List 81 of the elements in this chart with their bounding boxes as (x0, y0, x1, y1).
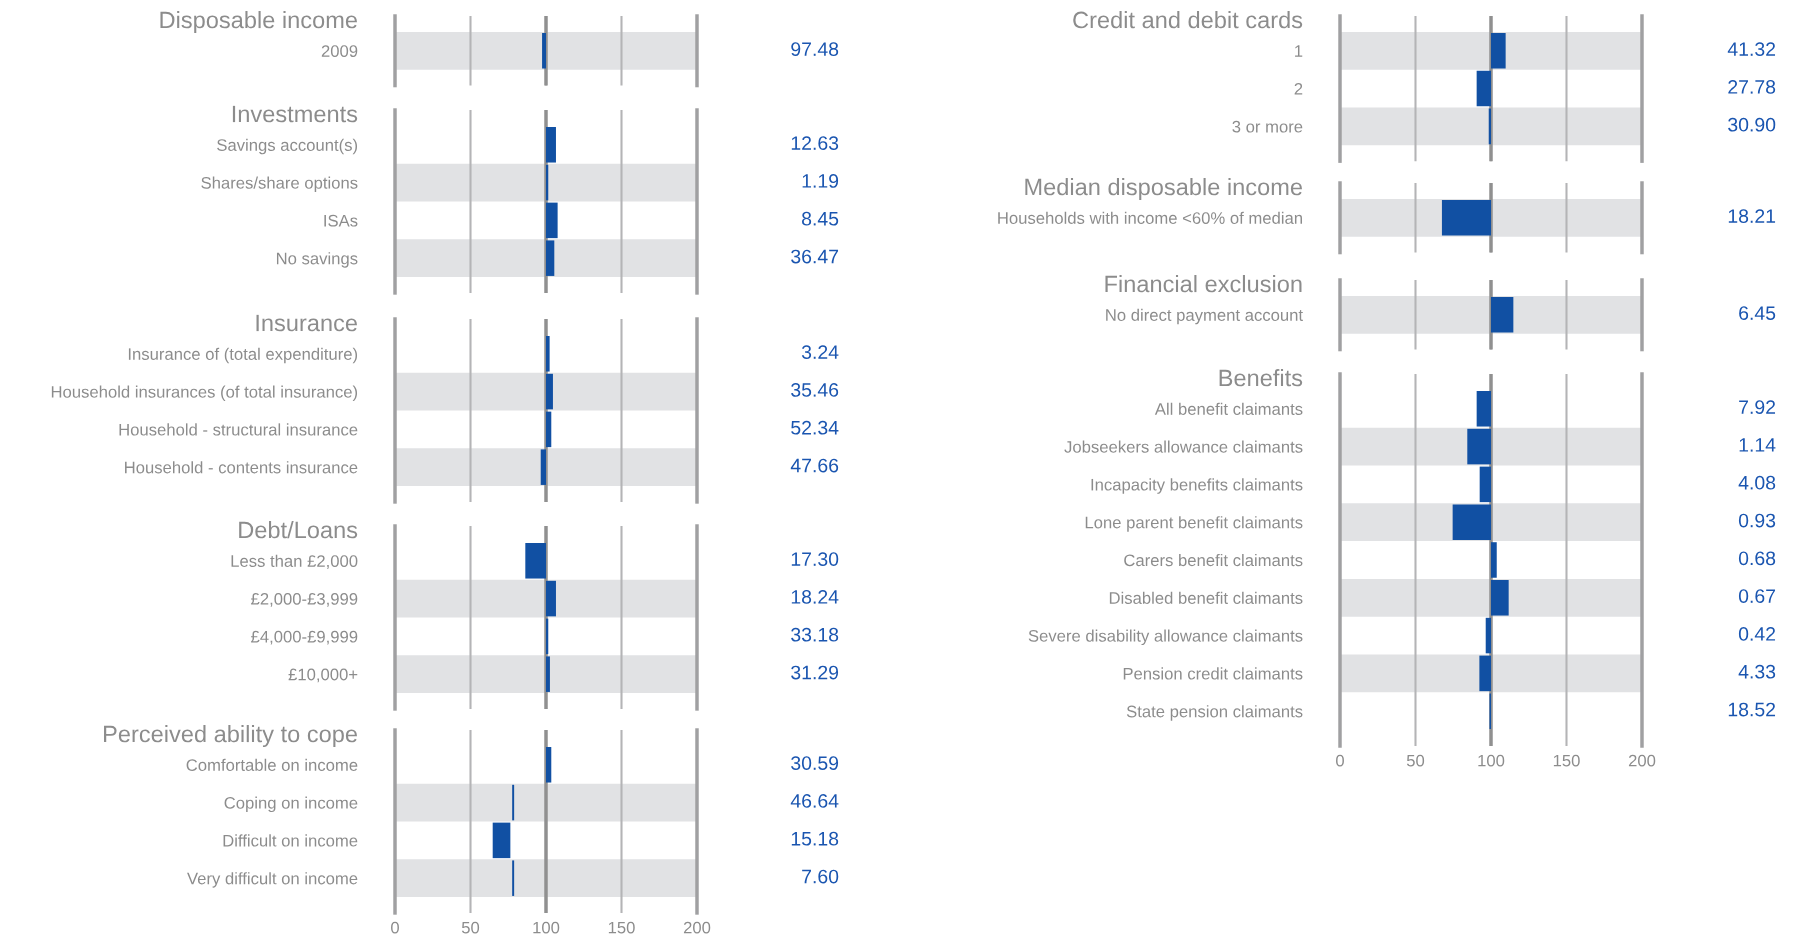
text: 15.18 (791, 831, 839, 846)
chart-title: Benefits (1219, 368, 1303, 387)
y-tick-label: Less than £2,000 (231, 554, 358, 569)
y-tick-label: Savings account(s) (217, 138, 358, 155)
text: 18.21 (1728, 209, 1776, 223)
text: 46.64 (790, 794, 839, 808)
y-tick-label: £2,000-£3,999 (251, 592, 358, 607)
x-tick-label: 200 (683, 921, 711, 934)
text: 1.14 (1739, 438, 1776, 452)
y-tick-label: Insurance of (total expenditure) (128, 347, 358, 364)
y-tick-label: Household - structural insurance (119, 423, 358, 436)
text: 0.42 (1738, 627, 1776, 641)
x-tick-label: 50 (461, 921, 480, 934)
y-tick-label: Incapacity benefits claimants (1091, 478, 1303, 494)
chart-title: Perceived ability to cope (104, 724, 357, 748)
y-tick-label: Shares/share options (201, 176, 358, 193)
text: 3.24 (801, 345, 839, 359)
x-tick-label: 0 (1336, 754, 1344, 767)
y-tick-label: Household insurances (of total insurance) (51, 385, 358, 402)
chart-title: Median disposable income (1025, 177, 1302, 200)
x-tick-label: 150 (608, 921, 635, 934)
x-tick-label: 100 (1478, 754, 1505, 767)
y-tick-label: Households with income <60% of median (998, 211, 1302, 224)
y-tick-label: Comfortable on income (186, 758, 358, 771)
y-tick-label: Carers benefit claimants (1124, 553, 1303, 567)
chart-title: Debt/Loans (239, 520, 358, 539)
y-tick-label: Lone parent benefit claimants (1085, 516, 1303, 532)
x-tick-label: 0 (391, 921, 399, 934)
text: 18.52 (1728, 702, 1776, 717)
text: 7.60 (802, 869, 839, 884)
y-tick-label: £4,000-£9,999 (251, 630, 358, 645)
text: 1.19 (802, 174, 839, 188)
chart-title: Financial exclusion (1105, 275, 1302, 293)
text: 0.93 (1738, 513, 1776, 528)
x-tick-label: 200 (1628, 754, 1656, 767)
text: 8.45 (802, 211, 839, 226)
text: 30.59 (791, 756, 839, 770)
y-tick-label: Coping on income (224, 796, 358, 813)
text: 0.67 (1738, 589, 1776, 603)
y-tick-label: Jobseekers allowance claimants (1064, 440, 1303, 453)
y-tick-label: Difficult on income (223, 834, 358, 847)
y-tick-label: Pension credit claimants (1123, 667, 1303, 680)
text: 12.63 (791, 136, 839, 150)
text: 97.48 (791, 42, 839, 56)
chart-title: Disposable income (160, 11, 357, 33)
text: 47.66 (790, 458, 839, 473)
text: 27.78 (1728, 80, 1776, 94)
x-tick-label: 50 (1406, 754, 1425, 767)
text: 6.45 (1739, 306, 1776, 320)
chart-title: Insurance (256, 314, 357, 332)
chart-title: Investments (232, 105, 358, 123)
y-tick-label: £10,000+ (288, 668, 358, 683)
text: 18.24 (791, 590, 839, 604)
text: 7.92 (1739, 400, 1776, 414)
text: 31.29 (791, 665, 839, 680)
text: 4.33 (1738, 664, 1776, 679)
y-tick-label: 3 or more (1232, 120, 1303, 133)
y-tick-label: ISAs (324, 214, 358, 227)
x-tick-label: 150 (1553, 754, 1580, 767)
y-tick-label: All benefit claimants (1154, 402, 1303, 415)
y-tick-label: State pension claimants (1126, 705, 1303, 721)
text: 30.90 (1728, 117, 1776, 132)
y-tick-label: Disabled benefit claimants (1109, 591, 1303, 604)
text: 4.08 (1738, 475, 1776, 490)
y-tick-label: 2009 (321, 45, 358, 57)
y-tick-label: No savings (276, 252, 358, 268)
y-tick-label: Very difficult on income (187, 872, 358, 888)
x-tick-label: 100 (533, 921, 560, 934)
y-tick-label: No direct payment account (1106, 308, 1303, 325)
text: 0.68 (1738, 551, 1776, 566)
chart-title: Credit and debit cards (1073, 11, 1303, 29)
text: 36.47 (791, 249, 839, 264)
y-tick-label: 1 (1295, 45, 1303, 57)
text: 35.46 (791, 383, 839, 397)
text: 33.18 (791, 627, 839, 642)
y-tick-label: Household - contents insurance (125, 461, 358, 474)
y-tick-label: 2 (1294, 82, 1303, 95)
text: 41.32 (1727, 42, 1776, 56)
text: 52.34 (791, 420, 839, 435)
y-tick-label: Severe disability allowance claimants (1028, 629, 1303, 646)
text: 17.30 (791, 552, 839, 566)
